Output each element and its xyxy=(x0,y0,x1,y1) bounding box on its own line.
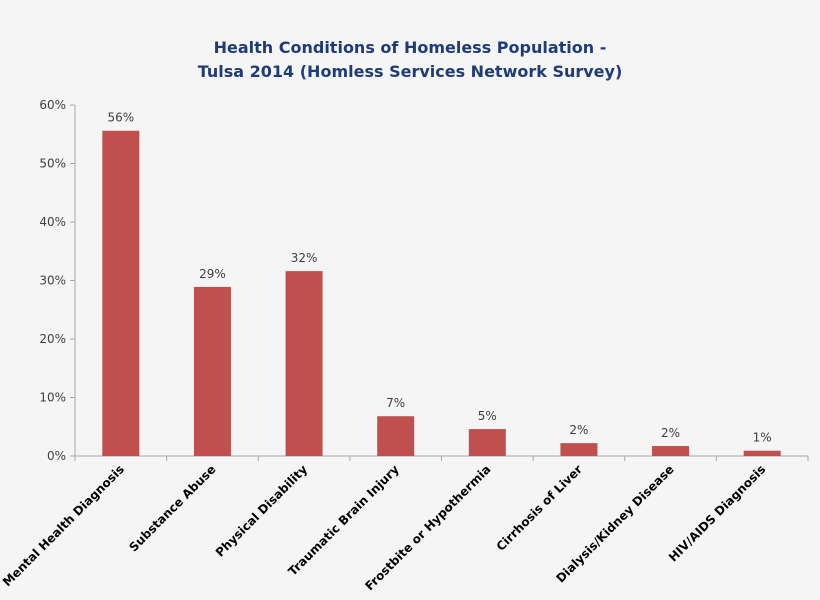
data-label: 1% xyxy=(753,431,772,445)
y-tick-label: 60% xyxy=(39,98,66,112)
chart-title-line-1: Health Conditions of Homeless Population… xyxy=(213,38,607,57)
bar xyxy=(468,429,506,456)
data-label: 2% xyxy=(661,426,680,440)
bar xyxy=(102,130,140,457)
bar xyxy=(193,286,231,456)
y-tick-label: 50% xyxy=(39,157,66,171)
data-label: 29% xyxy=(199,267,226,281)
data-label: 2% xyxy=(569,423,588,437)
x-category-label: Substance Abuse xyxy=(126,462,218,554)
chart-title: Health Conditions of Homeless Population… xyxy=(0,36,820,84)
x-category-label: Mental Health Diagnosis xyxy=(0,462,127,589)
data-label: 32% xyxy=(291,251,318,265)
bar xyxy=(560,443,598,456)
data-label: 5% xyxy=(478,409,497,423)
bar xyxy=(652,446,690,456)
x-category-label: Physical Disability xyxy=(213,462,311,560)
y-tick-label: 40% xyxy=(39,215,66,229)
bar xyxy=(377,416,415,456)
y-tick-label: 10% xyxy=(39,391,66,405)
x-category-label: Cirrhosis of Liver xyxy=(494,462,586,554)
x-category-label: HIV/AIDS Diagnosis xyxy=(666,462,768,564)
data-label: 56% xyxy=(107,111,134,125)
y-tick-label: 30% xyxy=(39,274,66,288)
bar xyxy=(285,271,323,456)
y-tick-label: 20% xyxy=(39,332,66,346)
chart-title-line-2: Tulsa 2014 (Homless Services Network Sur… xyxy=(197,62,623,81)
bar xyxy=(743,450,781,456)
data-label: 7% xyxy=(386,396,405,410)
y-tick-label: 0% xyxy=(47,449,66,463)
